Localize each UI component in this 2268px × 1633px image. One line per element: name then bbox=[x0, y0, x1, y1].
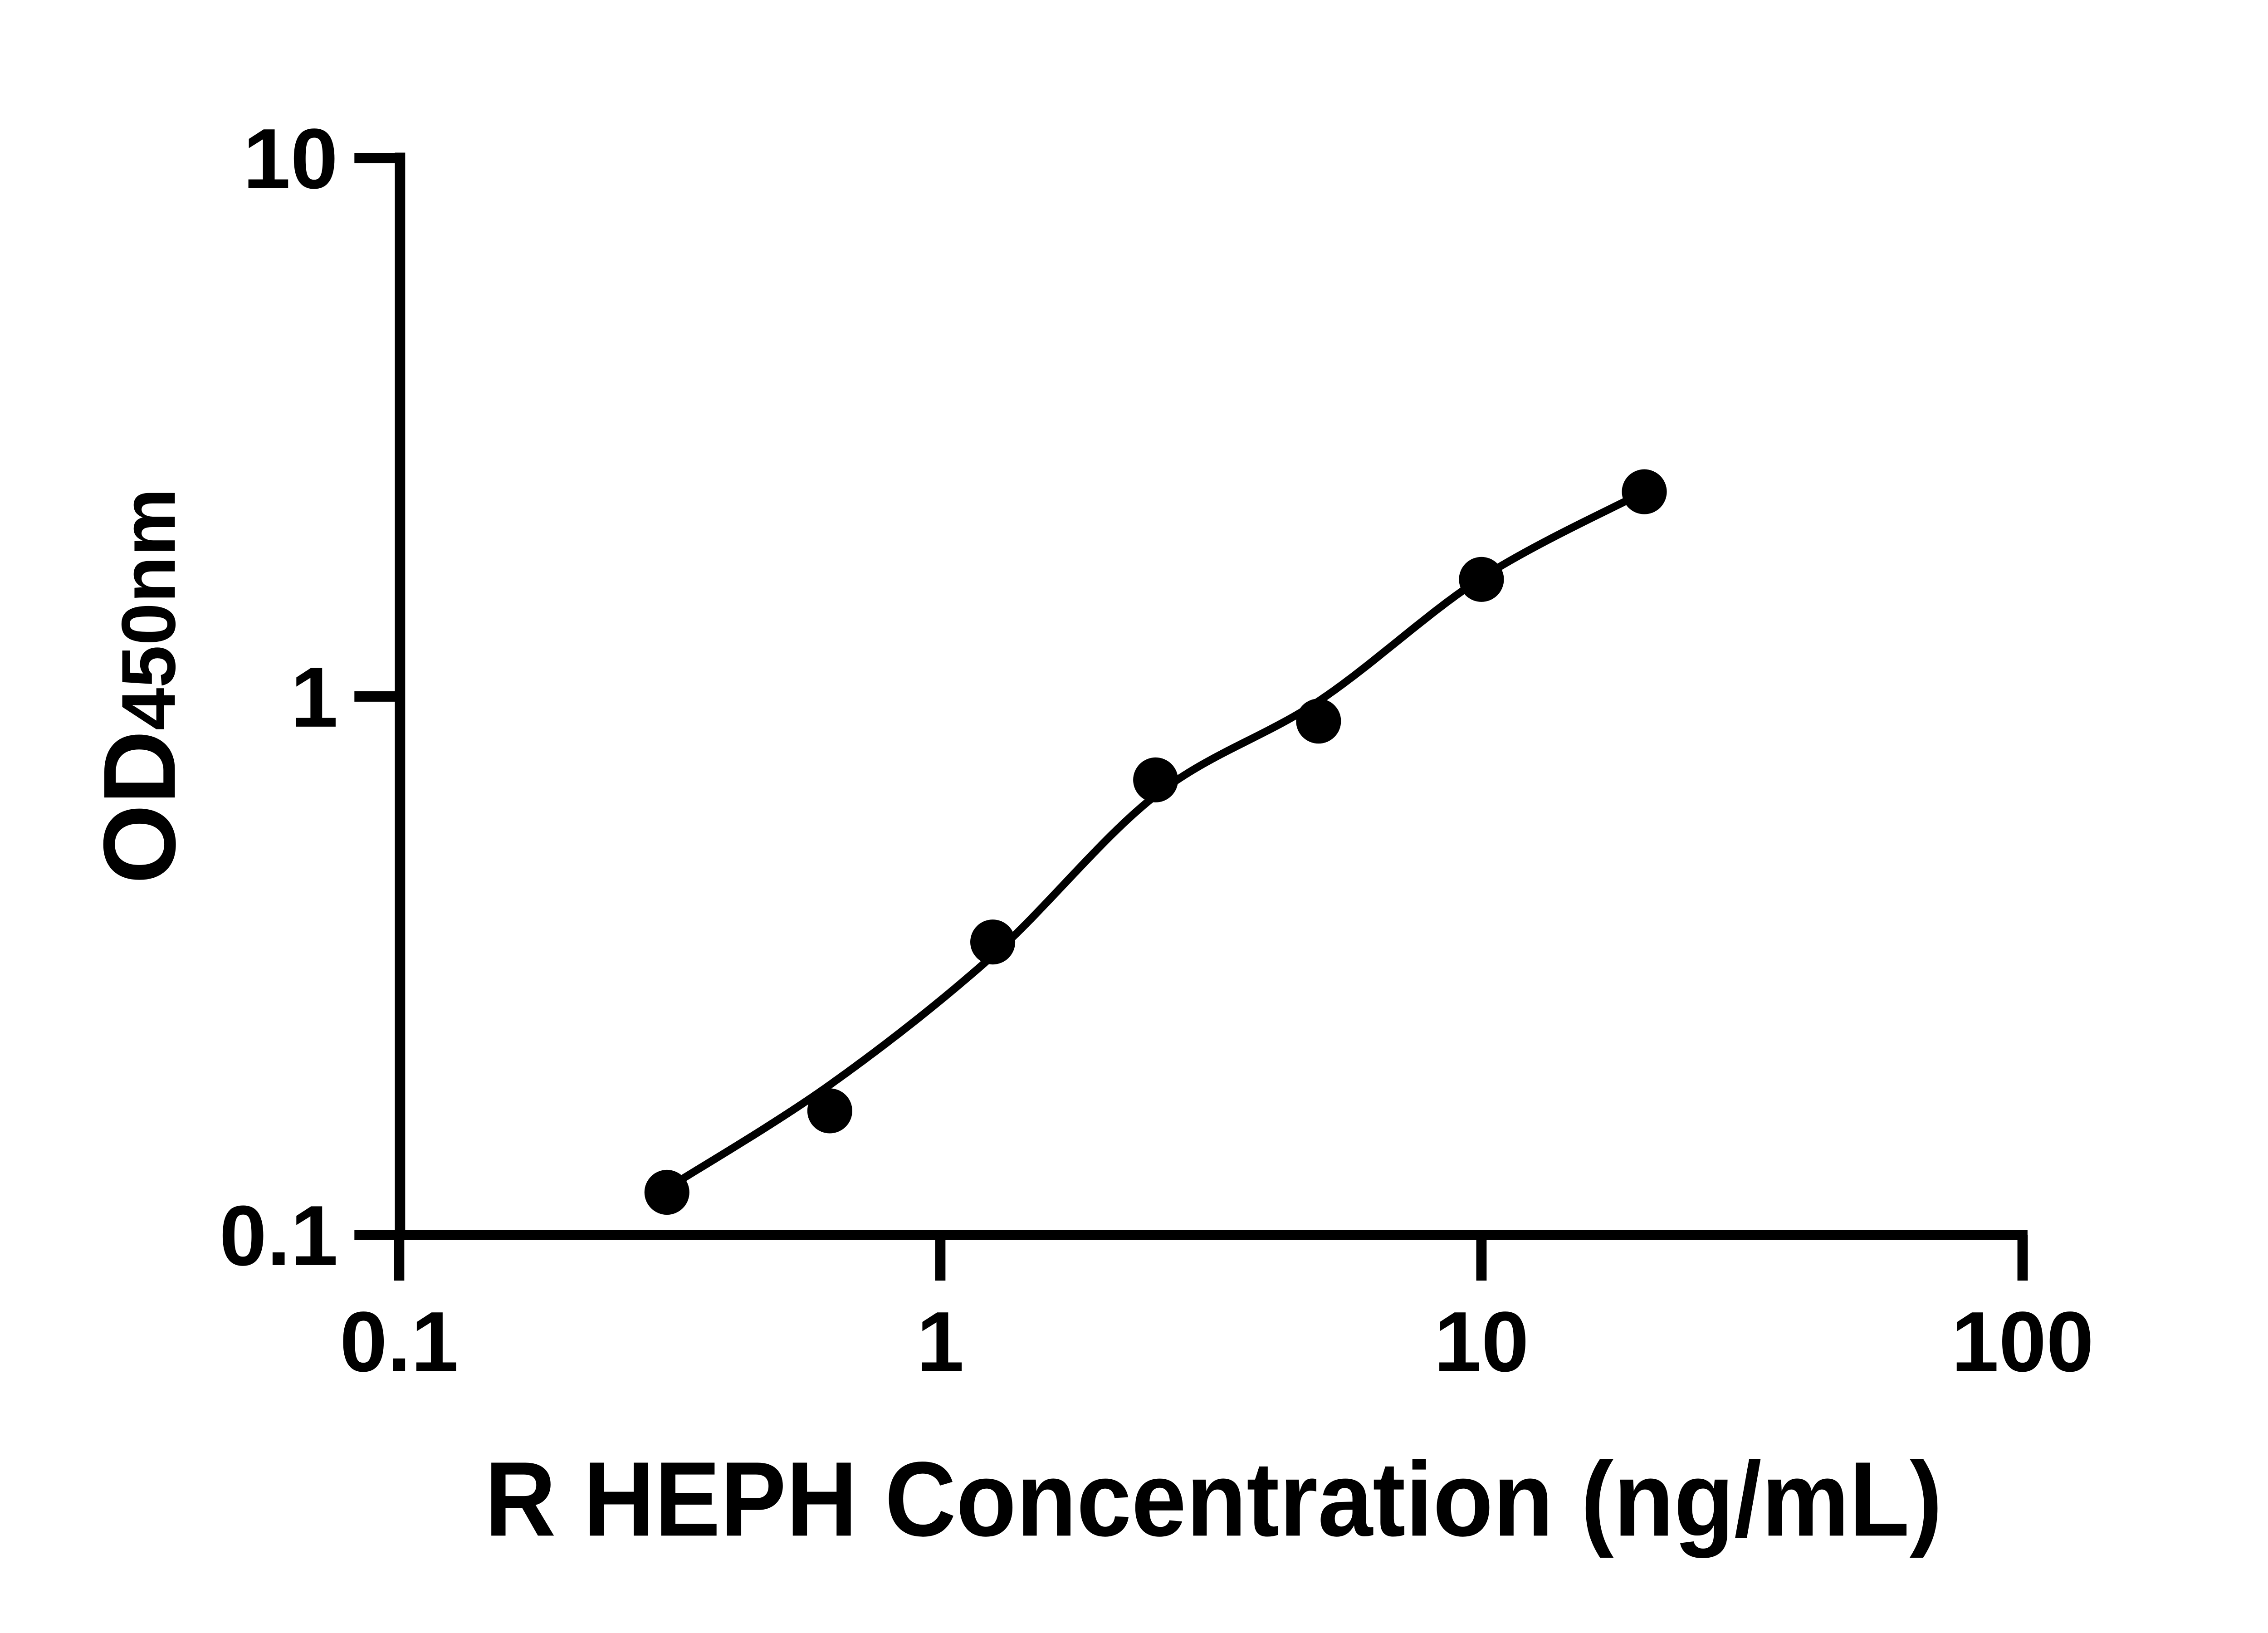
data-point-5 bbox=[1296, 699, 1341, 744]
y-axis-title-main: OD bbox=[82, 730, 196, 884]
fit-curve bbox=[663, 488, 1648, 1193]
axis-ticks bbox=[354, 152, 2028, 1281]
axis-tick-labels: 10 1 0.10.1 1 10 100 bbox=[219, 111, 2094, 1389]
axes bbox=[394, 152, 2028, 1240]
y-axis-title-subscript: 450nm bbox=[106, 488, 191, 730]
y-tick-label-0.1: 0.1 bbox=[219, 1188, 338, 1283]
data-point-7 bbox=[1622, 469, 1667, 514]
data-point-1 bbox=[644, 1169, 689, 1215]
x-axis-title: R HEPH Concentration (ng/mL) bbox=[485, 1440, 1943, 1558]
x-tick-label-10: 10 bbox=[1434, 1294, 1529, 1389]
y-tick-label-10: 10 bbox=[243, 111, 338, 206]
x-tick-label-1: 1 bbox=[917, 1294, 964, 1389]
x-tick-label-0.1: 0.1 bbox=[340, 1294, 459, 1389]
fit-curve-group bbox=[663, 488, 1648, 1193]
y-axis-title: OD450nm bbox=[82, 488, 196, 884]
data-point-3 bbox=[970, 919, 1016, 965]
data-points-group bbox=[644, 469, 1667, 1215]
data-point-6 bbox=[1459, 557, 1504, 602]
data-point-4 bbox=[1133, 757, 1178, 802]
x-tick-label-100: 100 bbox=[1951, 1294, 2094, 1389]
data-point-2 bbox=[807, 1088, 852, 1134]
y-tick-label-1: 1 bbox=[290, 650, 338, 745]
